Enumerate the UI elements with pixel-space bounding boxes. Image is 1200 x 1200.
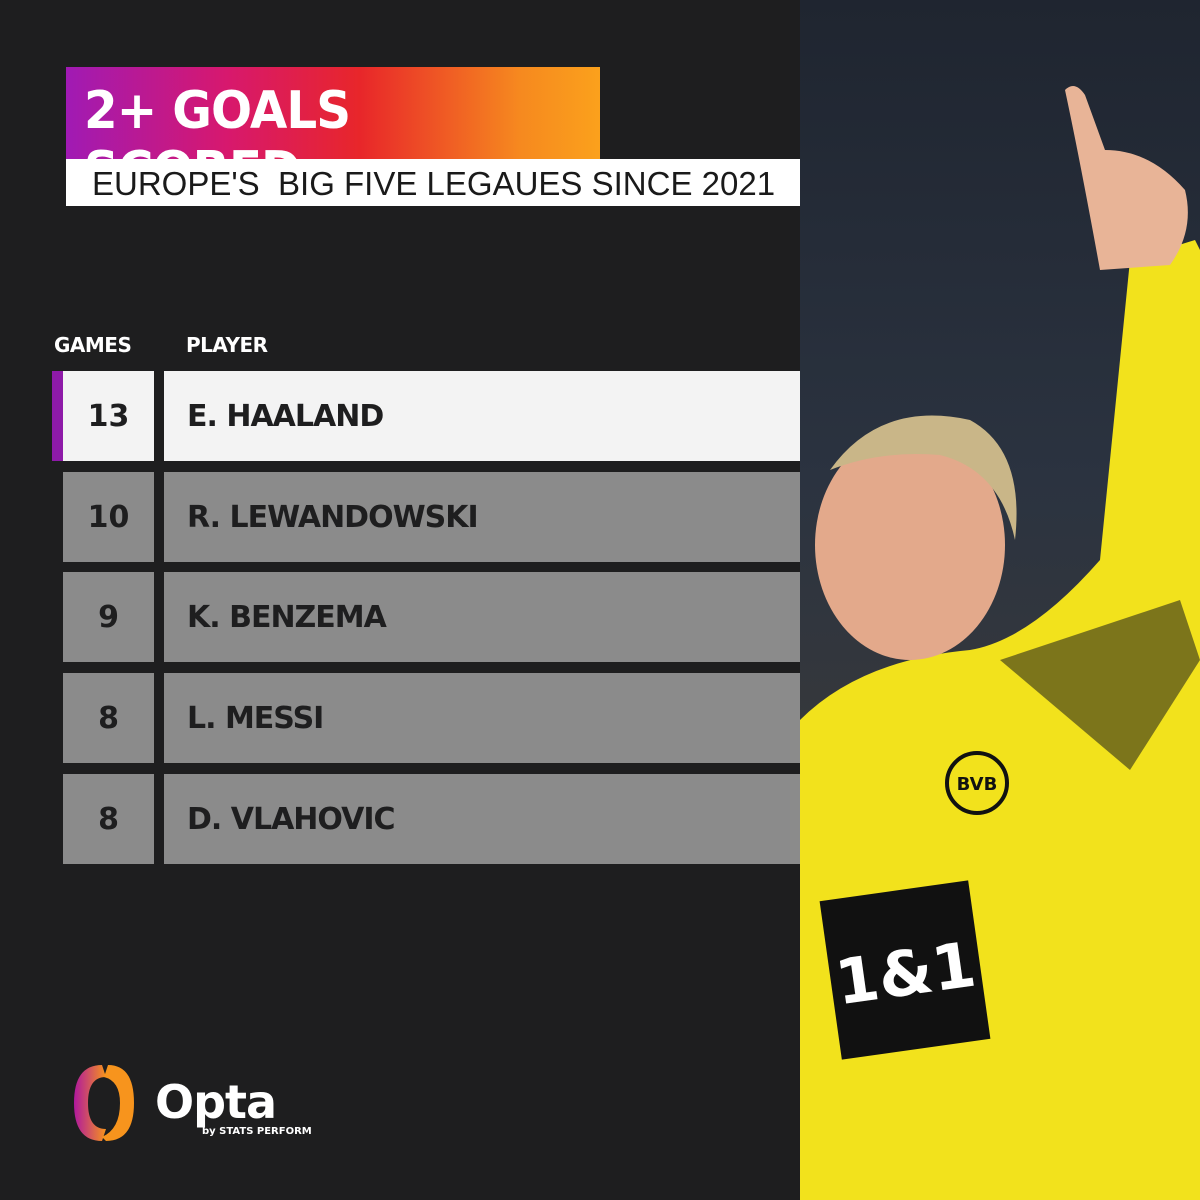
games-cell: 10	[63, 472, 154, 562]
highlight-accent	[52, 371, 63, 461]
games-cell: 13	[63, 371, 154, 461]
games-cell: 8	[63, 774, 154, 864]
games-cell: 9	[63, 572, 154, 662]
player-cell: E. HAALAND	[164, 371, 800, 461]
table-row: 8 D. VLAHOVIC	[52, 774, 800, 864]
subtitle-banner: EUROPE'S BIG FIVE LEGAUES SINCE 2021	[66, 159, 815, 206]
bvb-badge: BVB	[957, 774, 998, 795]
player-cell: R. LEWANDOWSKI	[164, 472, 800, 562]
player-column-header: PLAYER	[186, 333, 268, 357]
player-photo: BVB 1&1	[800, 0, 1200, 1200]
table-row: 9 K. BENZEMA	[52, 572, 800, 662]
player-cell: K. BENZEMA	[164, 572, 800, 662]
opta-logo-icon	[74, 1065, 134, 1141]
subtitle: EUROPE'S BIG FIVE LEGAUES SINCE 2021	[92, 165, 776, 202]
stats-perform-tagline: by STATS PERFORM	[202, 1126, 312, 1137]
games-column-header: GAMES	[54, 333, 132, 357]
player-figure-illustration: BVB 1&1	[800, 86, 1200, 1200]
player-cell: D. VLAHOVIC	[164, 774, 800, 864]
opta-wordmark: Opta	[155, 1075, 277, 1129]
table-row: 8 L. MESSI	[52, 673, 800, 763]
games-cell: 8	[63, 673, 154, 763]
player-cell: L. MESSI	[164, 673, 800, 763]
title-banner: 2+ GOALS SCORED	[66, 67, 600, 201]
table-row: 10 R. LEWANDOWSKI	[52, 472, 800, 562]
table-row: 13 E. HAALAND	[52, 371, 800, 461]
